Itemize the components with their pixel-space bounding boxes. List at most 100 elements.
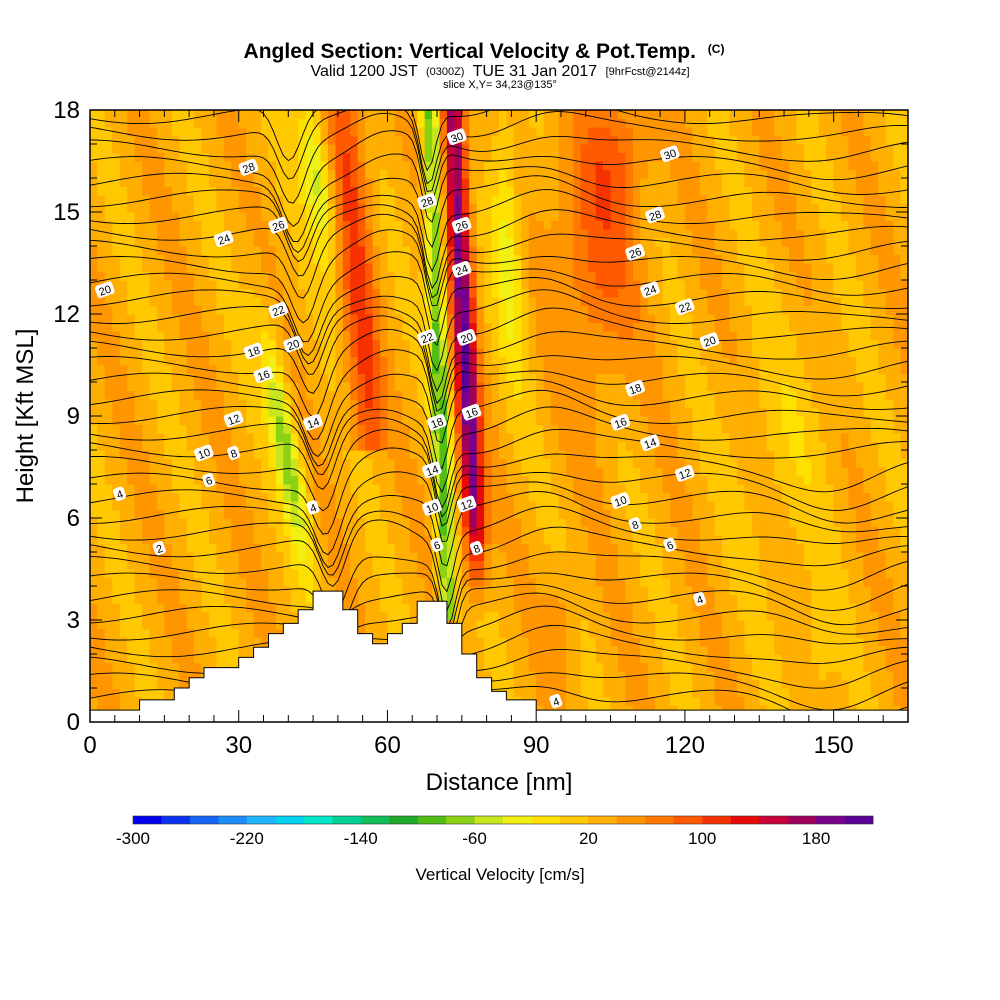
velocity-cell — [90, 492, 99, 502]
velocity-cell — [521, 331, 530, 341]
velocity-cell — [231, 586, 240, 596]
velocity-cell — [588, 458, 597, 468]
velocity-cell — [201, 569, 210, 579]
velocity-cell — [320, 356, 329, 366]
velocity-cell — [580, 645, 589, 655]
velocity-cell — [476, 135, 485, 145]
velocity-cell — [580, 450, 589, 460]
velocity-cell — [380, 271, 389, 281]
velocity-cell — [216, 662, 225, 672]
velocity-cell — [454, 373, 463, 383]
velocity-cell — [528, 118, 537, 128]
velocity-cell — [231, 424, 240, 434]
velocity-cell — [424, 552, 433, 562]
velocity-cell — [469, 280, 478, 290]
velocity-cell — [551, 288, 560, 298]
velocity-cell — [149, 569, 158, 579]
velocity-cell — [223, 475, 232, 485]
velocity-cell — [454, 390, 463, 400]
velocity-cell — [119, 237, 128, 247]
velocity-cell — [208, 518, 218, 528]
velocity-cell — [194, 501, 203, 511]
velocity-cell — [394, 195, 403, 205]
velocity-cell — [536, 671, 545, 681]
velocity-cell — [380, 526, 389, 536]
velocity-cell — [588, 475, 597, 485]
velocity-cell — [595, 518, 604, 528]
velocity-cell — [513, 450, 522, 460]
velocity-cell — [446, 331, 455, 341]
velocity-cell — [313, 348, 322, 358]
velocity-cell — [476, 586, 485, 596]
velocity-cell — [223, 314, 232, 324]
velocity-cell — [171, 382, 180, 392]
velocity-cell — [201, 433, 210, 443]
velocity-cell — [491, 220, 500, 230]
velocity-cell — [149, 271, 158, 281]
velocity-cell — [134, 467, 143, 477]
velocity-cell — [580, 178, 589, 188]
velocity-cell — [134, 161, 143, 171]
velocity-cell — [357, 254, 366, 264]
velocity-cell — [231, 467, 240, 477]
velocity-cell — [119, 552, 128, 562]
velocity-cell — [387, 144, 396, 154]
velocity-cell — [223, 339, 232, 349]
velocity-cell — [231, 399, 240, 409]
velocity-cell — [432, 144, 441, 154]
velocity-cell — [551, 127, 560, 137]
velocity-cell — [335, 195, 344, 205]
velocity-cell — [238, 501, 247, 511]
velocity-cell — [127, 679, 136, 689]
velocity-cell — [573, 399, 582, 409]
velocity-cell — [409, 433, 418, 443]
velocity-cell — [469, 263, 478, 273]
velocity-cell — [216, 220, 225, 230]
velocity-cell — [112, 637, 121, 647]
velocity-cell — [454, 603, 463, 613]
velocity-cell — [298, 535, 307, 545]
velocity-cell — [223, 526, 232, 536]
velocity-cell — [521, 229, 530, 239]
velocity-cell — [127, 688, 136, 698]
velocity-cell — [149, 169, 158, 179]
velocity-cell — [342, 348, 351, 358]
velocity-cell — [216, 212, 225, 222]
velocity-cell — [469, 297, 478, 307]
velocity-cell — [216, 552, 225, 562]
velocity-cell — [565, 594, 574, 604]
velocity-cell — [461, 441, 470, 451]
velocity-cell — [432, 280, 441, 290]
velocity-cell — [499, 577, 508, 587]
velocity-cell — [194, 237, 203, 247]
velocity-cell — [201, 297, 210, 307]
velocity-cell — [268, 322, 277, 332]
velocity-cell — [186, 280, 195, 290]
velocity-cell — [350, 424, 359, 434]
velocity-cell — [461, 195, 470, 205]
velocity-cell — [231, 628, 240, 638]
velocity-cell — [201, 509, 210, 519]
velocity-cell — [513, 569, 522, 579]
velocity-cell — [357, 169, 366, 179]
velocity-cell — [595, 475, 604, 485]
velocity-cell — [335, 441, 344, 451]
velocity-cell — [573, 594, 582, 604]
velocity-cell — [432, 110, 441, 120]
velocity-cell — [201, 407, 210, 417]
velocity-cell — [90, 161, 99, 171]
velocity-cell — [223, 577, 232, 587]
velocity-cell — [439, 373, 448, 383]
velocity-cell — [357, 484, 366, 494]
velocity-cell — [320, 560, 329, 570]
velocity-cell — [171, 263, 180, 273]
velocity-cell — [283, 467, 292, 477]
velocity-cell — [342, 144, 351, 154]
velocity-cell — [186, 178, 195, 188]
velocity-cell — [432, 229, 441, 239]
velocity-cell — [179, 127, 188, 137]
velocity-cell — [104, 169, 113, 179]
velocity-cell — [469, 118, 478, 128]
velocity-cell — [164, 535, 173, 545]
velocity-cell — [506, 297, 515, 307]
